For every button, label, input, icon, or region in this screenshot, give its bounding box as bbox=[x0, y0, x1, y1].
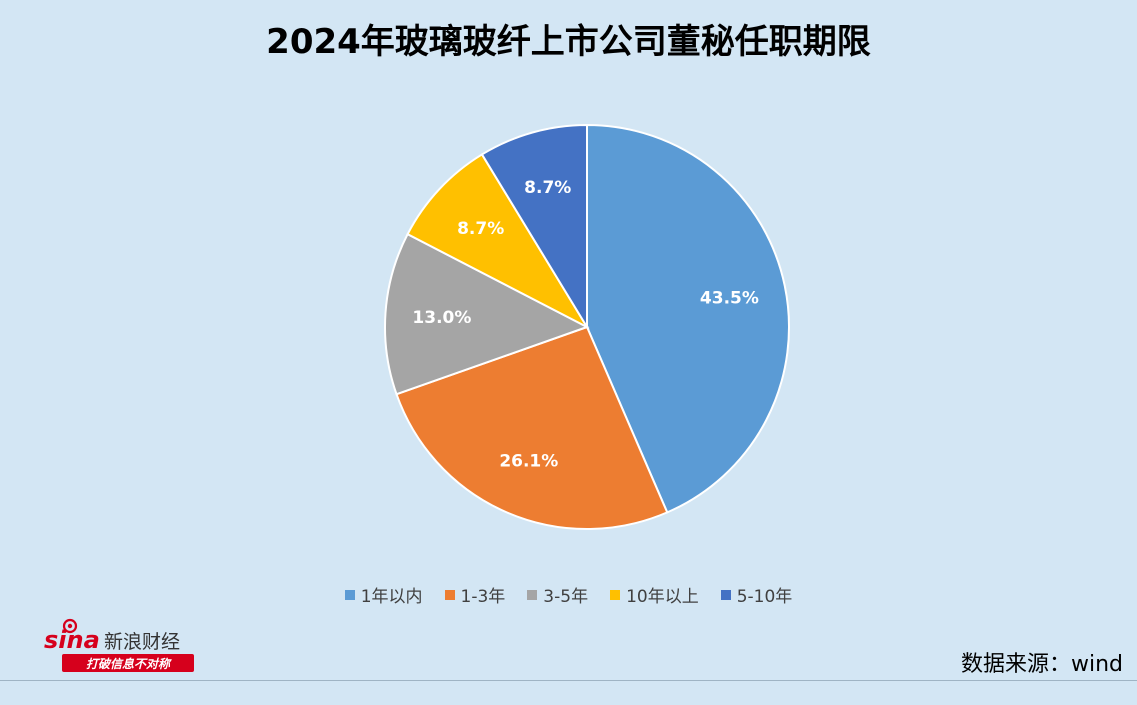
legend-swatch-4 bbox=[610, 589, 621, 600]
legend-swatch-5 bbox=[720, 589, 731, 600]
pie-slice-3 bbox=[384, 232, 590, 396]
pie-data-label-5: 8.7% bbox=[524, 178, 571, 198]
pie-slice-1 bbox=[586, 123, 790, 514]
logo-slogan: 打破信息不对称 bbox=[86, 657, 172, 671]
pie-data-label-1: 43.5% bbox=[700, 289, 759, 309]
sina-finance-logo: sina 新浪财经 打破信息不对称 bbox=[44, 618, 194, 672]
sina-eye-icon bbox=[62, 618, 78, 634]
pie-data-label-4: 8.7% bbox=[457, 219, 504, 239]
legend-item-1: 1年以内 bbox=[344, 582, 423, 607]
legend-label-5: 5-10年 bbox=[736, 587, 793, 607]
pie-data-label-3: 13.0% bbox=[412, 308, 471, 328]
logo-brand: sina bbox=[44, 626, 100, 654]
data-source: 数据来源：wind bbox=[960, 652, 1123, 677]
chart-title: 2024年玻璃玻纤上市公司董秘任职期限 bbox=[266, 22, 871, 62]
logo-slogan-banner bbox=[62, 654, 194, 672]
pie-chart: 43.5% 26.1% 13.0% 8.7% 8.7% bbox=[384, 123, 790, 530]
legend-swatch-2 bbox=[444, 589, 455, 600]
legend-swatch-1 bbox=[344, 589, 355, 600]
legend-label-4: 10年以上 bbox=[626, 587, 699, 607]
legend-label-2: 1-3年 bbox=[460, 587, 506, 607]
legend-label-1: 1年以内 bbox=[360, 587, 423, 607]
legend-item-3: 3-5年 bbox=[527, 582, 588, 607]
bottom-divider bbox=[0, 680, 1137, 681]
pie-slice-5 bbox=[480, 123, 588, 331]
pie-data-label-2: 26.1% bbox=[499, 451, 558, 471]
legend-item-5: 5-10年 bbox=[720, 582, 793, 607]
logo-name: 新浪财经 bbox=[104, 631, 180, 653]
pie-slice-2 bbox=[395, 325, 669, 530]
legend-item-2: 1-3年 bbox=[444, 582, 506, 607]
legend-label-3: 3-5年 bbox=[543, 587, 589, 607]
chart-legend: 1年以内 1-3年 3-5年 10年以上 5-10年 bbox=[0, 582, 1137, 607]
legend-item-4: 10年以上 bbox=[610, 582, 699, 607]
legend-swatch-3 bbox=[527, 589, 538, 600]
pie-slice-4 bbox=[406, 153, 590, 330]
